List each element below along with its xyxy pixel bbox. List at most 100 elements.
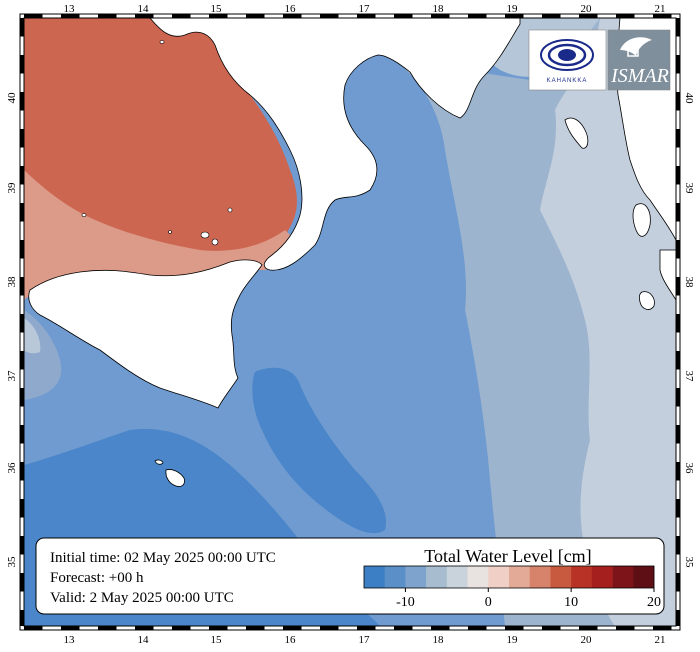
frame-segment	[20, 462, 24, 481]
colorbar-swatch	[633, 566, 655, 588]
frame-segment	[676, 166, 680, 185]
lon-labels-bottom: 13 14 15 16 17 18 19 20 21	[64, 634, 666, 646]
colorbar-swatch	[467, 566, 489, 588]
frame-segment	[676, 314, 680, 333]
frame-segment	[579, 14, 598, 18]
frame-segment	[468, 14, 487, 18]
frame-segment	[676, 425, 680, 444]
land-gozo	[154, 459, 164, 465]
frame-segment	[676, 573, 680, 592]
frame-segment	[616, 14, 635, 18]
frame-segment	[61, 14, 80, 18]
frame-segment	[283, 626, 302, 630]
frame-segment	[20, 499, 24, 518]
frame-segment	[98, 626, 117, 630]
frame-segment	[357, 626, 376, 630]
lon-label: 15	[211, 634, 223, 646]
frame-segment	[357, 14, 376, 18]
frame-segment	[431, 14, 450, 18]
frame-segment	[653, 14, 672, 18]
lon-labels-top: 13 14 15 16 17 18 19 20 21	[64, 3, 666, 15]
frame-segment	[20, 166, 24, 185]
lon-label: 20	[581, 634, 593, 646]
frame-segment	[676, 55, 680, 74]
colorbar-swatch	[446, 566, 468, 588]
colorbar-tick-label: 0	[485, 595, 492, 610]
frame-segment	[61, 626, 80, 630]
frame-segment	[394, 626, 413, 630]
lat-label: 40	[6, 92, 18, 104]
lon-label: 21	[655, 634, 666, 646]
frame-segment	[468, 626, 487, 630]
colorbar-tick-label: 20	[647, 595, 661, 610]
frame-segment	[283, 14, 302, 18]
lat-label: 36	[683, 463, 695, 475]
land-island	[168, 230, 172, 234]
frame-segment	[98, 14, 117, 18]
lon-label: 21	[655, 3, 666, 15]
ismar-icon	[620, 37, 652, 57]
frame-segment	[246, 626, 265, 630]
map-area	[24, 18, 676, 626]
frame-segment	[676, 351, 680, 370]
land-island	[227, 207, 233, 213]
frame-segment	[676, 277, 680, 296]
frame-segment	[20, 277, 24, 296]
frame-segment	[676, 240, 680, 259]
frame-segment	[20, 240, 24, 259]
valid-time: Valid: 2 May 2025 00:00 UTC	[50, 590, 234, 606]
frame-segment	[20, 129, 24, 148]
logo-kahankka-text: KAHANKKA	[547, 78, 588, 84]
lon-label: 14	[138, 634, 150, 646]
frame-segment	[20, 425, 24, 444]
land-island	[200, 231, 210, 239]
frame-segment	[24, 14, 43, 18]
land-malta	[165, 469, 185, 487]
frame-segment	[320, 14, 339, 18]
initial-time: Initial time: 02 May 2025 00:00 UTC	[50, 550, 276, 566]
lat-labels-left: 40 39 38 37 36 35	[6, 92, 18, 568]
land-corfu	[564, 117, 589, 149]
frame-segment	[676, 536, 680, 555]
legend-title: Total Water Level [cm]	[424, 546, 591, 566]
colorbar-swatch	[509, 566, 531, 588]
frame-segment	[394, 14, 413, 18]
frame-segment	[653, 626, 672, 630]
frame-segment	[20, 55, 24, 74]
lat-label: 40	[683, 93, 695, 105]
frame-checker	[20, 14, 680, 630]
lon-label: 16	[285, 634, 297, 646]
kahankka-icon	[540, 39, 594, 71]
colorbar-swatch	[405, 566, 427, 588]
logo-ismar-text: ISMAR	[610, 65, 669, 87]
frame-segment	[505, 626, 524, 630]
lon-label: 13	[64, 634, 76, 646]
info-legend-box: Initial time: 02 May 2025 00:00 UTC Fore…	[35, 537, 665, 615]
frame-segment	[676, 129, 680, 148]
lon-label: 20	[581, 3, 593, 15]
lat-label: 35	[6, 556, 18, 568]
colorbar-swatch	[384, 566, 406, 588]
sea-dark-blue-channel	[252, 367, 386, 534]
lon-label: 18	[433, 634, 445, 646]
frame-segment	[20, 18, 24, 37]
frame-segment	[246, 14, 265, 18]
lat-label: 38	[6, 276, 18, 288]
frame-segment	[542, 626, 561, 630]
frame-segment	[135, 14, 154, 18]
lon-label: 19	[507, 634, 519, 646]
land-kefalonia	[632, 203, 651, 237]
lat-label: 37	[6, 370, 18, 382]
frame-segment	[542, 14, 561, 18]
frame-segment	[579, 626, 598, 630]
lat-label: 36	[6, 462, 18, 474]
colorbar-swatch	[612, 566, 634, 588]
frame-segment	[676, 92, 680, 111]
frame-segment	[676, 462, 680, 481]
frame-segment	[135, 626, 154, 630]
frame-segment	[20, 536, 24, 555]
colorbar-swatch	[571, 566, 593, 588]
colorbar-swatch	[426, 566, 448, 588]
frame-segment	[505, 14, 524, 18]
colorbar-ticks: -10 0 10 20	[396, 588, 661, 610]
